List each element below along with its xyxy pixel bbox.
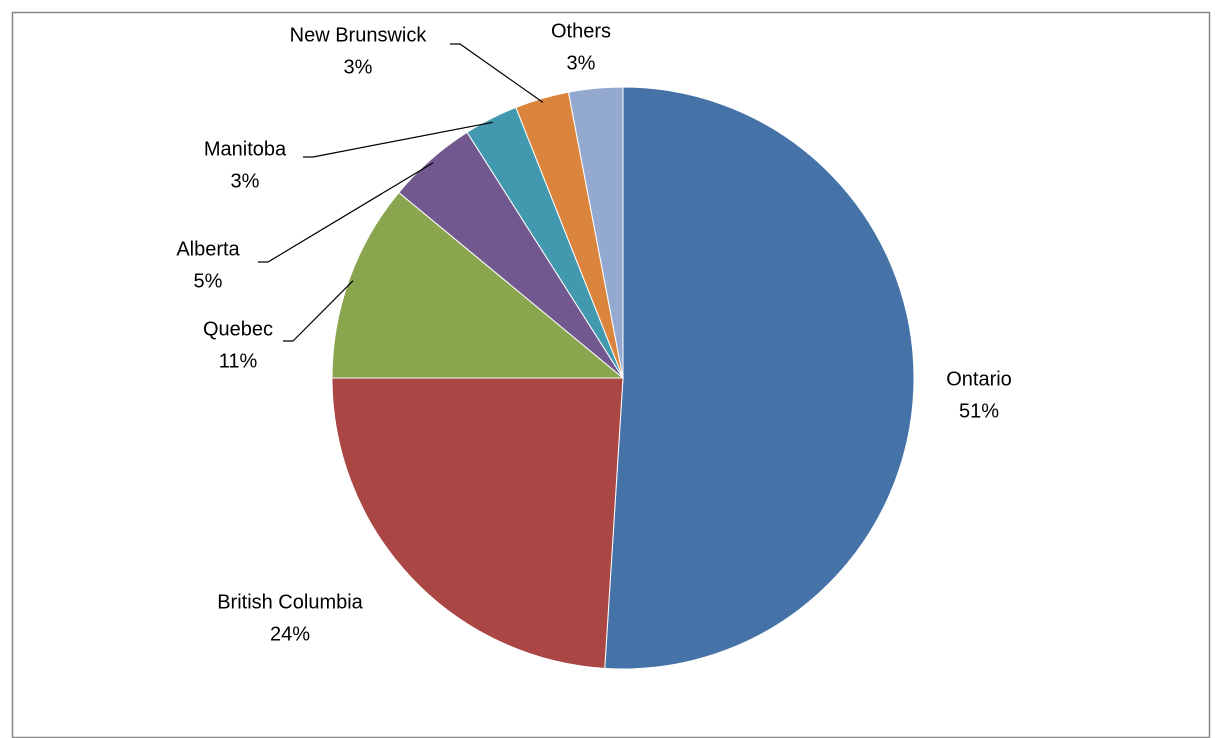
slice-label: British Columbia (217, 591, 363, 613)
slice-value-label: 3% (344, 56, 373, 78)
slice-label: Others (551, 20, 611, 42)
slice-label: Quebec (203, 318, 273, 340)
leader-line (303, 121, 493, 158)
pie-slice (604, 86, 915, 670)
slice-value-label: 24% (270, 623, 310, 645)
pie-slice (331, 191, 625, 379)
pie-slice (331, 377, 624, 669)
slice-label: Ontario (946, 368, 1012, 390)
slice-value-label: 3% (231, 170, 260, 192)
slice-value-label: 5% (194, 270, 223, 292)
slice-value-label: 51% (959, 400, 999, 422)
slice-value-label: 11% (219, 350, 258, 372)
slice-label: Alberta (176, 238, 240, 260)
pie-slice (567, 86, 624, 379)
slice-label: Manitoba (204, 138, 287, 160)
slice-label: New Brunswick (290, 24, 428, 46)
slice-value-label: 3% (567, 52, 596, 74)
leader-line (283, 280, 354, 342)
leader-line (258, 162, 434, 263)
leader-line (450, 43, 544, 103)
